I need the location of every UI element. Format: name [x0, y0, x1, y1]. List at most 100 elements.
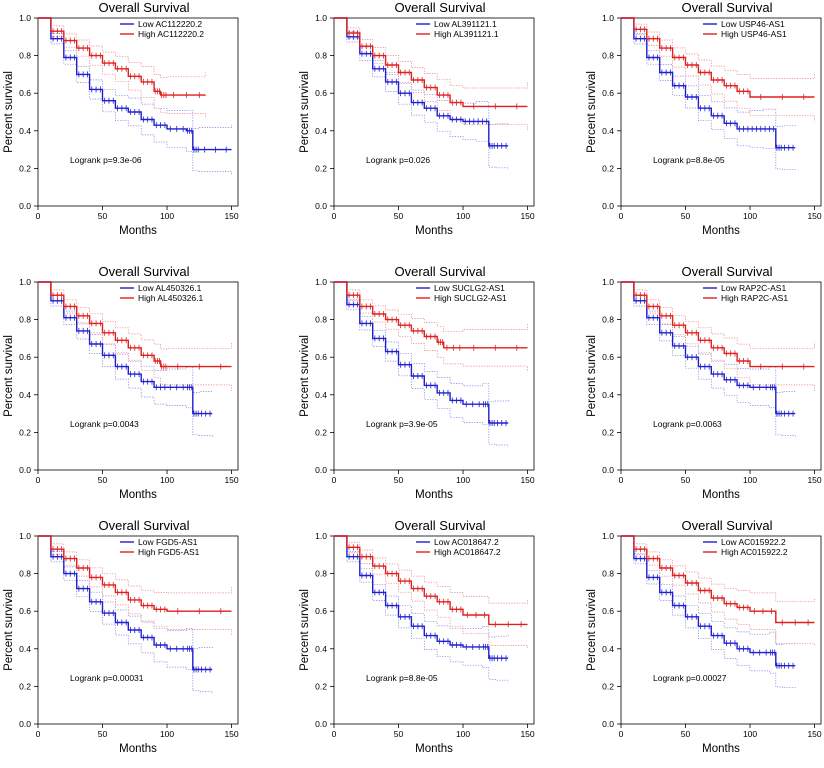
logrank-pvalue: Logrank p=0.026: [366, 155, 430, 165]
survival-plot-2: Overall Survival 0.0 0.2 0.4 0.6 0.8 1.0 0 50 100…: [296, 0, 566, 250]
low-ci-line: [334, 281, 509, 403]
y-tick-label: 0.8: [602, 569, 614, 579]
legend-low-label: Low AC015922.2: [721, 537, 786, 547]
low-ci-line: [334, 17, 509, 170]
x-tick-label: 150: [224, 729, 238, 739]
x-tick-label: 100: [456, 475, 470, 485]
legend-low-label: Low FGD5-AS1: [138, 537, 198, 547]
low-ci-line: [621, 281, 796, 437]
high-ci-line: [38, 535, 232, 594]
y-tick-label: 0.2: [602, 163, 614, 173]
x-tick-label: 150: [807, 211, 821, 221]
y-tick-label: 0.8: [19, 51, 31, 61]
y-tick-label: 0.6: [602, 352, 614, 362]
y-tick-label: 1.0: [602, 13, 614, 23]
chart-title: Overall Survival: [98, 264, 189, 279]
y-tick-label: 0.4: [19, 390, 31, 400]
plot-frame: [620, 535, 822, 725]
chart-title: Overall Survival: [681, 0, 772, 15]
y-tick-label: 1.0: [315, 531, 327, 541]
x-tick-label: 0: [36, 211, 41, 221]
high-survival-line: [334, 281, 528, 349]
low-survival-line: [38, 17, 232, 151]
chart-title: Overall Survival: [394, 264, 485, 279]
y-tick-label: 0.0: [315, 201, 327, 211]
y-tick-label: 0.6: [19, 88, 31, 98]
legend-low-label: Low RAP2C-AS1: [721, 283, 786, 293]
y-tick-label: 0.4: [315, 390, 327, 400]
x-tick-label: 100: [743, 475, 757, 485]
plot-frame: [620, 281, 822, 471]
y-tick-label: 0.0: [19, 201, 31, 211]
x-tick-label: 50: [681, 475, 691, 485]
survival-plot-9: Overall Survival 0.0 0.2 0.4 0.6 0.8 1.0 0 50 100…: [583, 518, 824, 768]
y-tick-label: 0.6: [315, 88, 327, 98]
x-tick-label: 0: [36, 729, 41, 739]
high-survival-line: [38, 281, 232, 368]
plot-frame: [333, 17, 535, 207]
legend-high-label: High AL391121.1: [434, 29, 499, 39]
logrank-pvalue: Logrank p=9.3e-06: [70, 155, 142, 165]
high-ci-line: [334, 281, 528, 333]
y-axis-label: Percent survival: [586, 71, 598, 153]
y-tick-label: 1.0: [602, 531, 614, 541]
y-tick-label: 0.2: [19, 427, 31, 437]
low-ci-line: [38, 535, 213, 649]
x-tick-label: 0: [332, 475, 337, 485]
x-axis-label: Months: [415, 489, 453, 501]
plot-frame: [37, 17, 239, 207]
y-axis-label: Percent survival: [3, 71, 15, 153]
y-tick-label: 0.6: [19, 606, 31, 616]
x-axis-label: Months: [702, 743, 740, 755]
x-tick-label: 100: [160, 211, 174, 221]
x-axis-label: Months: [119, 225, 157, 237]
survival-plot-1: Overall Survival 0.0 0.2 0.4 0.6 0.8 1.0 0 50 100…: [0, 0, 270, 250]
y-axis-label: Percent survival: [299, 335, 311, 417]
survival-plot-4: Overall Survival 0.0 0.2 0.4 0.6 0.8 1.0 0 50 100…: [0, 264, 270, 514]
y-tick-label: 1.0: [602, 277, 614, 287]
y-tick-label: 0.4: [602, 390, 614, 400]
x-axis-label: Months: [702, 489, 740, 501]
y-tick-label: 0.8: [602, 315, 614, 325]
legend-high-label: High AC015922.2: [721, 547, 788, 557]
logrank-pvalue: Logrank p=0.0063: [653, 419, 722, 429]
x-tick-label: 0: [619, 729, 624, 739]
y-tick-label: 1.0: [19, 13, 31, 23]
survival-plot-svg: Overall Survival 0.0 0.2 0.4 0.6 0.8 1.0 0 50 100…: [586, 264, 822, 501]
x-tick-label: 100: [160, 729, 174, 739]
y-tick-label: 0.6: [602, 606, 614, 616]
y-tick-label: 0.2: [19, 163, 31, 173]
low-ci-line: [38, 535, 213, 693]
x-tick-label: 100: [743, 211, 757, 221]
low-ci-line: [38, 17, 232, 174]
legend-high-label: High FGD5-AS1: [138, 547, 200, 557]
y-tick-label: 0.8: [602, 51, 614, 61]
chart-title: Overall Survival: [98, 0, 189, 15]
legend-low-label: Low SUCLG2-AS1: [434, 283, 505, 293]
survival-plot-svg: Overall Survival 0.0 0.2 0.4 0.6 0.8 1.0 0 50 100…: [3, 0, 239, 237]
x-tick-label: 50: [98, 475, 108, 485]
y-tick-label: 0.2: [19, 681, 31, 691]
y-tick-label: 0.4: [315, 644, 327, 654]
low-ci-line: [621, 17, 796, 127]
legend-low-label: Low AC112220.2: [138, 19, 202, 29]
x-tick-label: 0: [332, 211, 337, 221]
y-tick-label: 0.6: [315, 606, 327, 616]
y-tick-label: 0.4: [19, 126, 31, 136]
y-axis-label: Percent survival: [586, 589, 598, 671]
plot-frame: [37, 281, 239, 471]
legend-high-label: High AL450326.1: [138, 293, 203, 303]
survival-plot-svg: Overall Survival 0.0 0.2 0.4 0.6 0.8 1.0 0 50 100…: [586, 0, 822, 237]
y-tick-label: 0.0: [19, 465, 31, 475]
x-axis-label: Months: [415, 743, 453, 755]
legend-high-label: High AC018647.2: [434, 547, 501, 557]
survival-plot-svg: Overall Survival 0.0 0.2 0.4 0.6 0.8 1.0 0 50 100…: [3, 264, 239, 501]
chart-title: Overall Survival: [681, 518, 772, 533]
survival-plot-6: Overall Survival 0.0 0.2 0.4 0.6 0.8 1.0 0 50 100…: [583, 264, 824, 514]
x-axis-label: Months: [119, 743, 157, 755]
low-ci-line: [621, 281, 796, 393]
survival-plot-svg: Overall Survival 0.0 0.2 0.4 0.6 0.8 1.0 0 50 100…: [299, 518, 535, 755]
low-survival-line: [38, 281, 213, 415]
chart-title: Overall Survival: [394, 518, 485, 533]
legend-low-label: Low AL391121.1: [434, 19, 497, 29]
